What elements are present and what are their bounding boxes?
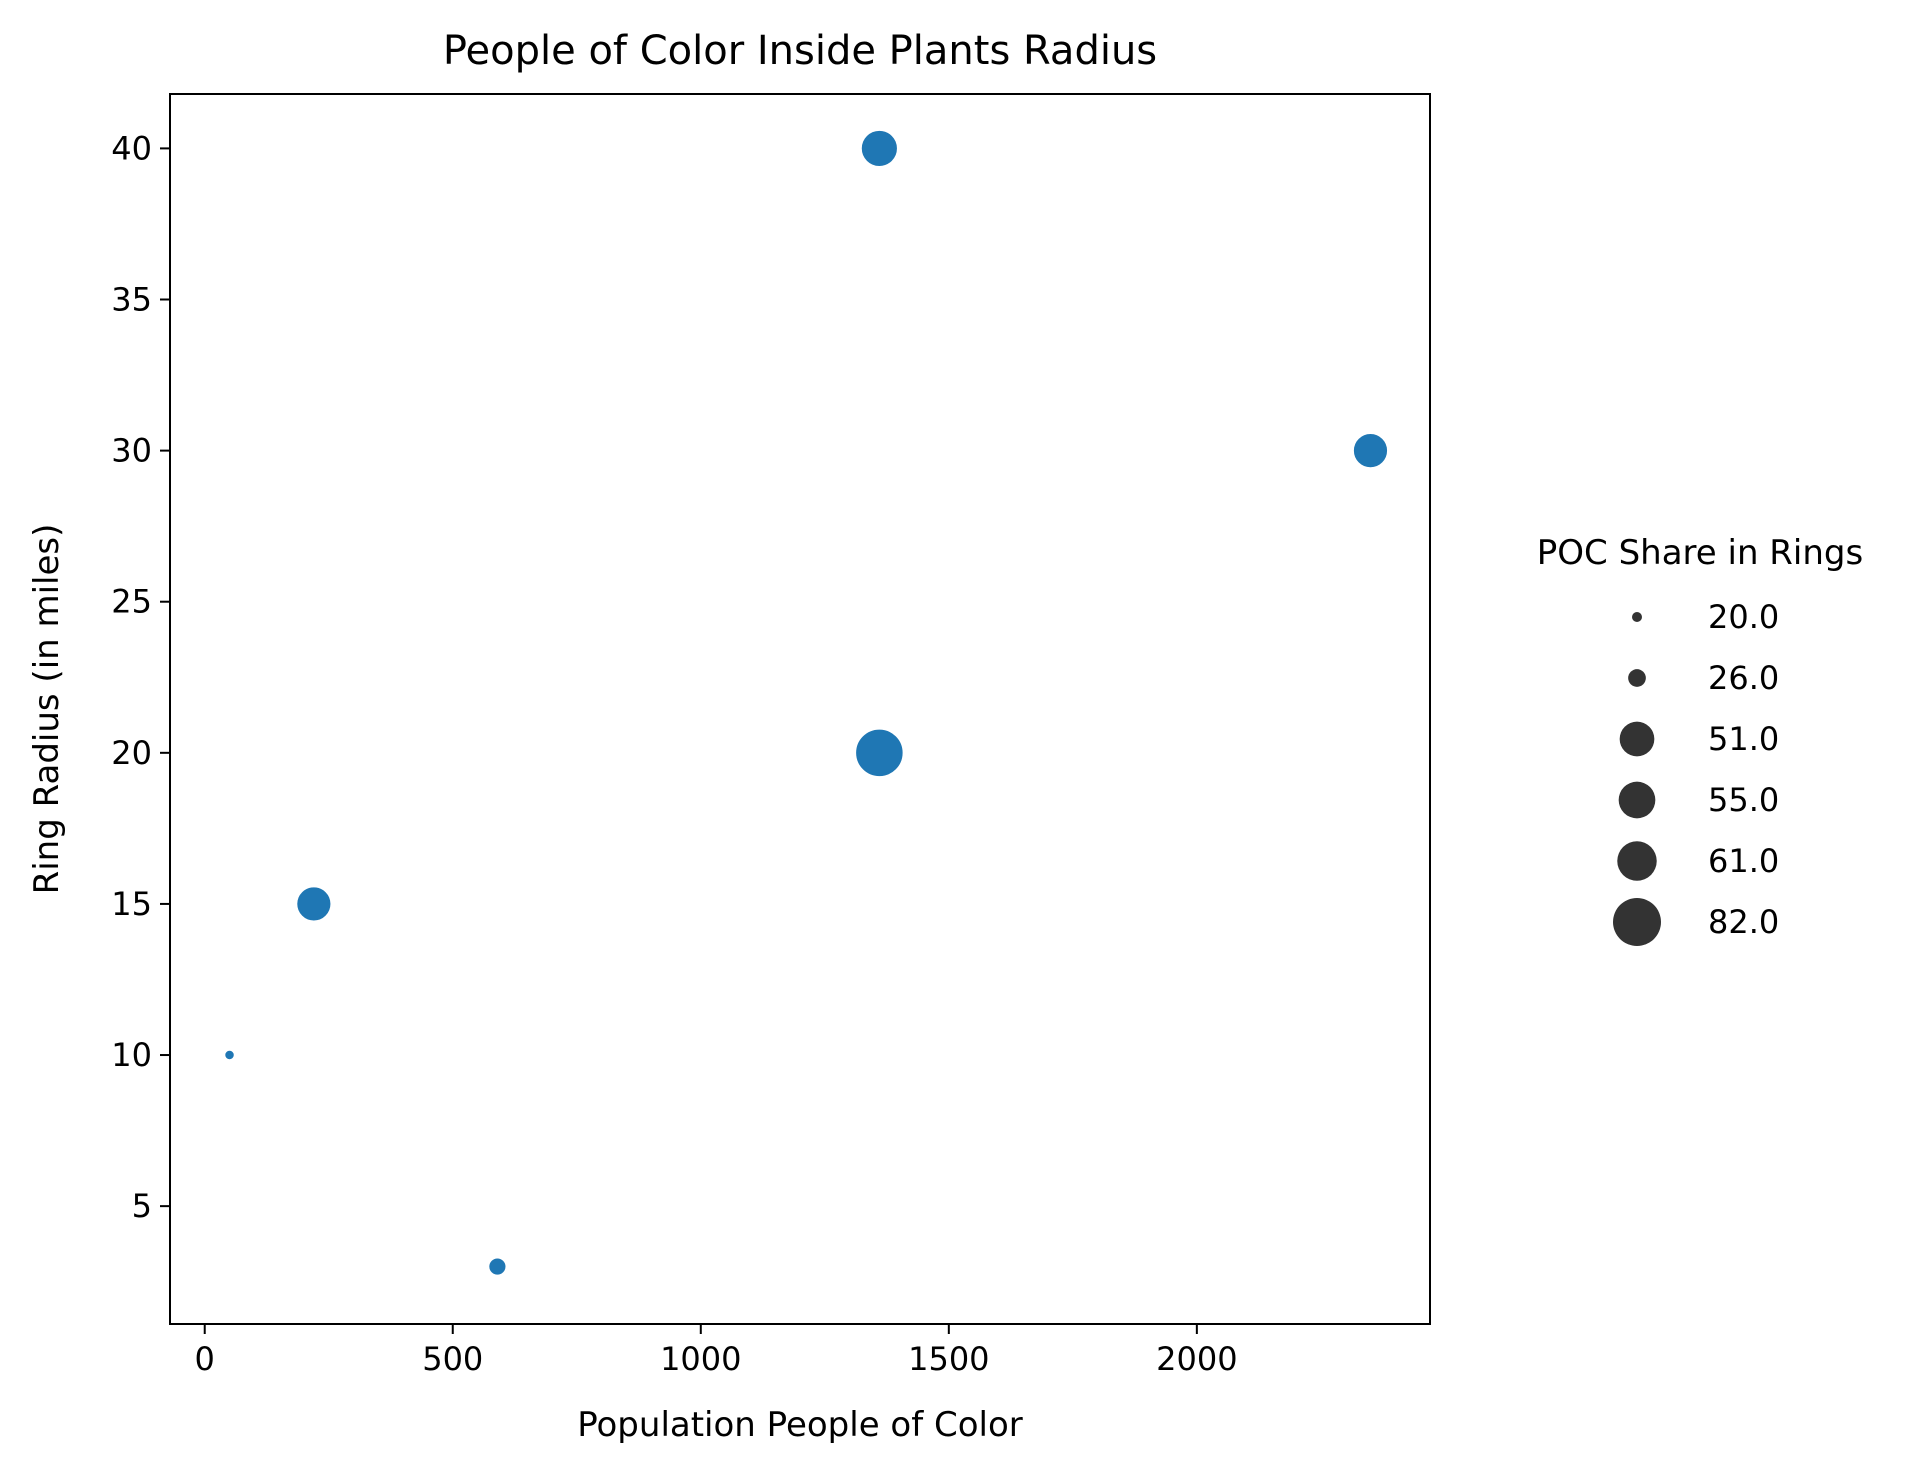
x-tick-label: 2000: [1156, 1340, 1237, 1378]
y-tick-label: 5: [132, 1187, 152, 1225]
x-tick-label: 1500: [908, 1340, 989, 1378]
x-tick-label: 1000: [660, 1340, 741, 1378]
x-axis-ticks: 0 500 1000 1500 2000: [195, 1324, 1238, 1378]
scatter-point: [223, 1049, 236, 1061]
legend-label: 82.0: [1708, 903, 1779, 941]
legend-label: 26.0: [1708, 659, 1779, 697]
legend-label: 51.0: [1708, 720, 1779, 758]
legend-marker: [1613, 898, 1661, 946]
legend-marker: [1632, 612, 1642, 622]
data-points: [223, 129, 1389, 1277]
y-axis-label: Ring Radius (in miles): [27, 524, 67, 895]
x-tick-label: 0: [195, 1340, 215, 1378]
scatter-point: [854, 728, 905, 778]
plot-area: [169, 93, 1431, 1325]
x-axis-label: Population People of Color: [577, 1405, 1023, 1445]
legend-marker: [1617, 841, 1657, 881]
y-tick-label: 35: [111, 281, 152, 319]
y-tick-label: 30: [111, 432, 152, 470]
scatter-point: [487, 1256, 508, 1277]
y-tick-label: 25: [111, 583, 152, 621]
scatter-point: [860, 129, 899, 168]
chart-title: People of Color Inside Plants Radius: [443, 28, 1157, 74]
scatter-point: [1352, 432, 1389, 469]
y-axis-ticks: 5 10 15 20 25 30 35 40: [111, 129, 170, 1225]
legend-label: 55.0: [1708, 781, 1779, 819]
scatter-point: [295, 885, 332, 923]
x-tick-label: 500: [422, 1340, 483, 1378]
legend-entries: 20.0 26.0 51.0 55.0 61.0 82.0: [1613, 598, 1779, 946]
legend-marker: [1628, 669, 1646, 687]
y-tick-label: 15: [111, 885, 152, 923]
y-tick-label: 40: [111, 129, 152, 167]
legend-marker: [1619, 721, 1655, 757]
legend-marker: [1618, 781, 1656, 819]
legend-label: 61.0: [1708, 842, 1779, 880]
y-tick-label: 20: [111, 734, 152, 772]
y-tick-label: 10: [111, 1036, 152, 1074]
legend-label: 20.0: [1708, 598, 1779, 636]
legend-title: POC Share in Rings: [1537, 533, 1863, 573]
legend: POC Share in Rings 20.0 26.0 51.0 55.0 61.0 8…: [1537, 533, 1863, 946]
